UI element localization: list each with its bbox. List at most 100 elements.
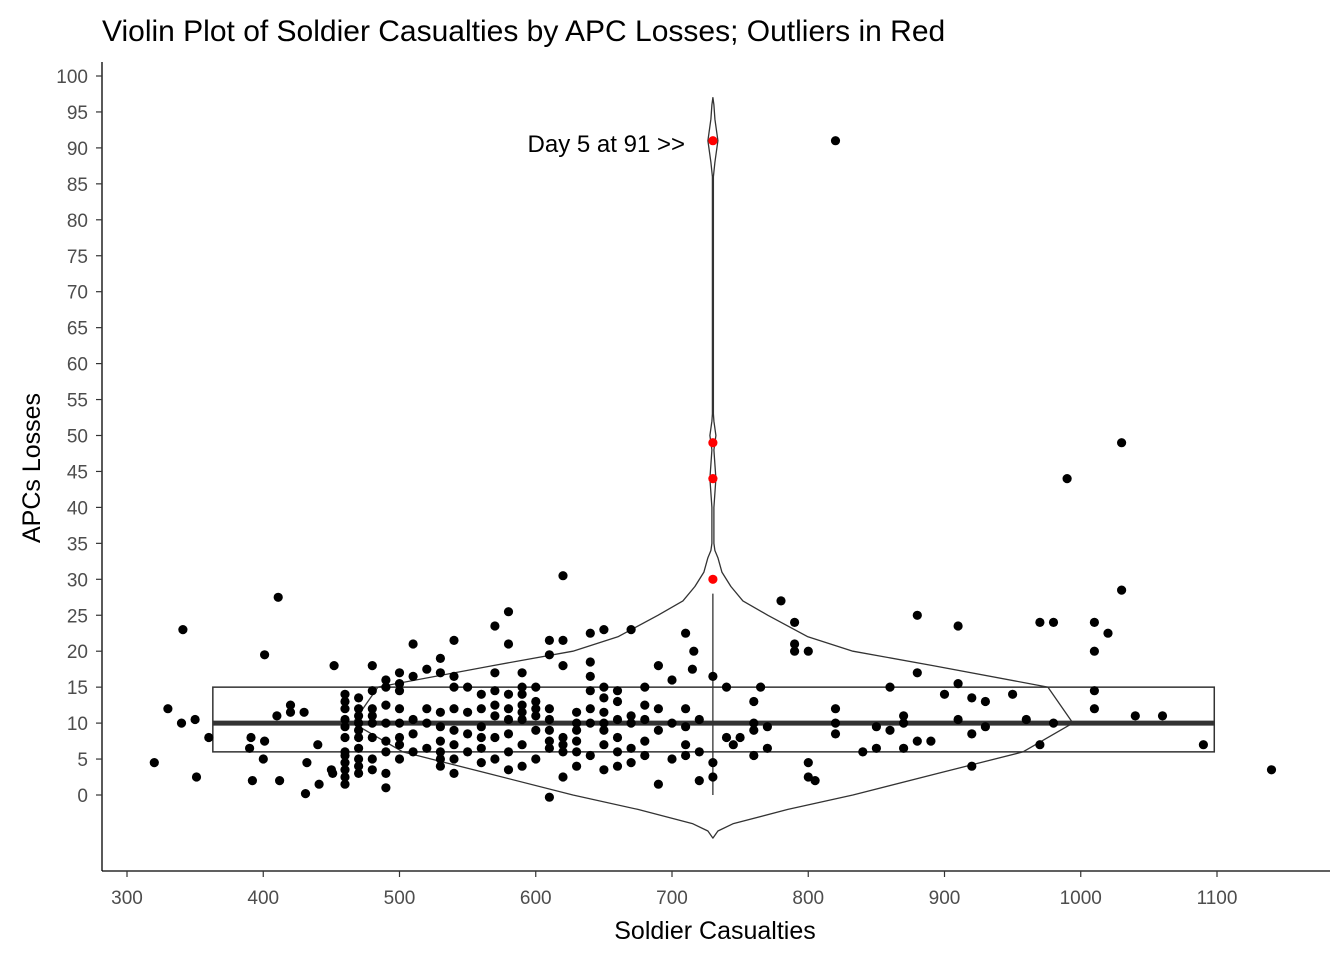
data-point <box>367 765 377 775</box>
data-point <box>681 750 691 761</box>
data-point <box>544 736 555 746</box>
y-tick-label: 80 <box>67 211 88 232</box>
x-tick-label: 400 <box>247 888 279 909</box>
data-point <box>599 693 609 703</box>
data-point <box>640 736 650 746</box>
y-tick-label: 30 <box>67 570 88 591</box>
y-tick-label: 45 <box>67 462 88 483</box>
data-point <box>490 711 500 721</box>
data-point <box>354 732 364 743</box>
box-rect <box>212 686 1216 753</box>
data-point <box>367 754 377 764</box>
data-point <box>340 732 350 743</box>
data-point <box>899 718 909 728</box>
data-point <box>381 682 391 692</box>
data-point <box>449 635 459 646</box>
data-point <box>490 732 500 743</box>
data-point <box>599 718 609 728</box>
data-point <box>354 718 364 728</box>
data-point <box>449 725 459 735</box>
data-point <box>408 729 418 739</box>
data-point <box>1198 740 1208 750</box>
data-point <box>381 747 391 757</box>
y-tick-label: 95 <box>67 103 88 124</box>
data-point <box>329 661 339 671</box>
data-point <box>980 696 991 707</box>
data-point <box>544 714 555 725</box>
data-point <box>354 704 364 714</box>
data-point <box>191 772 202 782</box>
data-point <box>531 704 541 714</box>
data-point <box>517 714 527 725</box>
data-point <box>313 740 323 750</box>
data-point <box>626 718 636 728</box>
data-point <box>340 714 350 725</box>
data-point <box>247 776 257 786</box>
data-point <box>246 732 256 743</box>
violin-outline <box>352 96 1074 839</box>
x-tick-label: 800 <box>792 888 824 909</box>
data-point <box>1035 740 1045 750</box>
chart-title: Violin Plot of Soldier Casualties by APC… <box>102 15 945 48</box>
data-point <box>749 725 759 735</box>
data-point <box>572 747 582 757</box>
data-point <box>394 718 405 728</box>
data-point <box>1008 689 1018 699</box>
data-point <box>531 725 541 735</box>
data-point <box>558 635 568 646</box>
data-point <box>885 725 895 735</box>
data-point <box>394 679 405 689</box>
data-point <box>367 686 377 696</box>
data-point <box>449 671 459 682</box>
data-point <box>1035 617 1045 628</box>
y-tick-label: 50 <box>67 427 88 448</box>
data-point <box>258 754 268 764</box>
data-point <box>490 621 500 631</box>
data-point <box>572 718 582 728</box>
data-point <box>612 714 623 725</box>
y-tick-label: 60 <box>67 355 88 376</box>
data-point <box>435 747 445 757</box>
data-point <box>1130 711 1140 721</box>
data-point <box>490 668 500 678</box>
data-point <box>435 761 445 771</box>
data-point <box>531 754 541 764</box>
data-point <box>302 758 312 768</box>
data-point <box>354 768 364 779</box>
data-point <box>490 700 500 710</box>
data-point <box>517 700 527 710</box>
data-point <box>1117 438 1127 448</box>
data-point <box>728 740 738 750</box>
data-point <box>463 747 473 757</box>
data-point <box>178 625 188 635</box>
data-point <box>531 711 541 721</box>
data-point <box>394 668 405 678</box>
data-point <box>776 596 786 606</box>
data-point <box>517 689 527 699</box>
data-point <box>285 707 296 717</box>
data-point <box>585 657 595 667</box>
data-point <box>463 707 473 717</box>
data-point <box>558 571 568 581</box>
data-point <box>830 136 841 146</box>
data-point <box>681 722 691 732</box>
data-point <box>681 704 691 714</box>
data-point <box>626 758 636 768</box>
data-point <box>503 765 514 775</box>
data-point <box>367 661 377 671</box>
data-point <box>340 689 350 699</box>
data-point <box>544 743 555 753</box>
annotation-label: Day 5 at 91 >> <box>528 131 685 158</box>
y-tick-label: 70 <box>67 283 88 304</box>
data-point <box>558 661 568 671</box>
data-point <box>687 664 698 674</box>
data-point <box>721 732 732 743</box>
data-point <box>476 689 486 699</box>
x-tick-label: 600 <box>520 888 552 909</box>
y-tick-label: 40 <box>67 498 88 519</box>
data-point <box>354 725 364 735</box>
data-point <box>476 743 486 753</box>
y-tick-label: 10 <box>67 714 88 735</box>
data-point <box>912 668 922 678</box>
data-point <box>463 729 473 739</box>
